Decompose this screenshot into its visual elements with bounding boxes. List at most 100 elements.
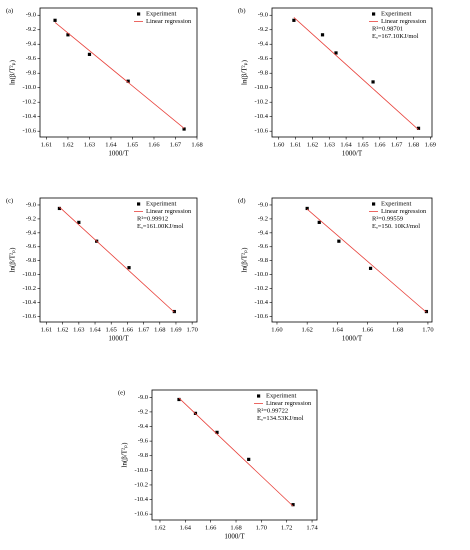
plot-frame (271, 7, 433, 138)
annotation: R²=0.99559 (372, 215, 403, 222)
x-axis-label: 1000/T (224, 533, 245, 541)
y-tick-label: -9.8 (258, 70, 268, 77)
x-tick-label: 1.62 (301, 326, 312, 333)
x-tick-label: 1.68 (392, 326, 403, 333)
x-axis-label: 1000/T (342, 335, 363, 343)
panel: (d) 1.60 1.62 1.64 1.66 1.68 1.70 -9.0 -9.2 -9.4 -… (238, 197, 434, 342)
annotation: R²=0.99722 (257, 407, 288, 414)
x-tick-label: 1.65 (357, 141, 368, 148)
x-tick-label: 1.67 (138, 326, 150, 333)
annotation: Eₐ=161.00KJ/mol (137, 223, 184, 230)
y-axis-label: ln(β/T²ₚ) (9, 59, 17, 85)
x-tick-label: 1.66 (205, 524, 217, 531)
y-tick-label: -10.0 (22, 271, 36, 278)
y-tick-label: -10.6 (254, 128, 268, 135)
regression-line (306, 208, 427, 313)
data-point (215, 430, 219, 434)
x-tick-label: 1.61 (41, 326, 52, 333)
panel-label: (b) (238, 7, 246, 14)
x-tick-label: 1.68 (191, 141, 202, 148)
y-tick-label: -10.2 (254, 99, 268, 106)
y-tick-label: -9.0 (138, 394, 148, 401)
y-tick-label: -9.6 (26, 55, 37, 62)
annotation: Eₐ=134.53KJ/mol (257, 415, 304, 422)
x-tick-label: 1.64 (89, 326, 101, 333)
x-tick-label: 1.66 (148, 141, 160, 148)
data-point (57, 206, 62, 211)
regression-line (54, 22, 185, 129)
x-axis-label: 1000/T (108, 150, 129, 158)
data-point (368, 266, 373, 270)
x-tick-label: 1.61 (41, 141, 52, 148)
y-tick-label: -10.6 (134, 511, 148, 518)
legend-label: Linear regression (146, 208, 192, 215)
y-tick-label: -10.0 (134, 467, 148, 474)
x-tick-label: 1.68 (230, 524, 241, 531)
x-tick-label: 1.70 (186, 326, 197, 333)
y-tick-label: -9.6 (138, 438, 149, 445)
y-tick-label: -9.0 (258, 201, 268, 208)
legend-label: Experiment (266, 392, 297, 399)
x-tick-label: 1.70 (256, 524, 267, 531)
legend-label: Experiment (381, 10, 412, 17)
data-point (371, 80, 375, 84)
data-point (53, 18, 57, 22)
legend-swatch (137, 202, 141, 206)
x-tick-label: 1.74 (306, 524, 318, 531)
y-tick-label: -9.0 (26, 12, 36, 19)
data-point (182, 127, 186, 131)
x-tick-label: 1.60 (273, 141, 284, 148)
x-tick-label: 1.67 (170, 141, 182, 148)
y-tick-label: -10.4 (254, 299, 268, 306)
data-point (127, 266, 131, 270)
y-tick-label: -10.6 (22, 313, 36, 320)
x-tick-label: 1.68 (154, 326, 165, 333)
annotation: R²=0.99912 (137, 215, 168, 222)
y-tick-label: -10.4 (22, 113, 36, 120)
y-tick-label: -9.4 (258, 41, 269, 48)
data-point (317, 220, 321, 224)
data-point (126, 79, 130, 83)
legend-label: Linear regression (381, 208, 427, 215)
y-tick-label: -10.4 (22, 299, 36, 306)
x-tick-label: 1.65 (127, 141, 138, 148)
panel-label: (c) (6, 197, 13, 204)
y-tick-label: -9.8 (26, 70, 36, 77)
data-point (292, 18, 296, 22)
data-point (291, 503, 295, 507)
y-tick-label: -9.8 (138, 452, 148, 459)
x-tick-label: 1.60 (271, 326, 282, 333)
panel-label: (e) (118, 389, 125, 396)
legend-swatch (372, 202, 376, 206)
legend-swatch (372, 12, 376, 16)
y-tick-label: -9.4 (138, 423, 149, 430)
x-tick-label: 1.62 (307, 141, 318, 148)
x-tick-label: 1.64 (332, 326, 344, 333)
x-tick-label: 1.66 (374, 141, 386, 148)
annotation: Eₐ=167.10KJ/mol (372, 33, 419, 40)
x-tick-label: 1.64 (105, 141, 117, 148)
y-tick-label: -10.2 (134, 481, 148, 488)
legend-swatch (137, 12, 141, 16)
x-tick-label: 1.70 (422, 326, 433, 333)
x-tick-label: 1.62 (57, 326, 68, 333)
legend-swatch (257, 394, 261, 398)
y-axis-label: ln(β/T²ₚ) (9, 247, 17, 273)
y-tick-label: -9.0 (26, 201, 36, 208)
annotation: R²=0.98701 (372, 25, 403, 32)
y-tick-label: -10.0 (254, 84, 268, 91)
data-point (247, 457, 251, 461)
regression-line (59, 206, 175, 313)
x-tick-label: 1.61 (290, 141, 301, 148)
y-tick-label: -10.4 (134, 496, 148, 503)
data-point (320, 33, 325, 37)
y-tick-label: -9.4 (26, 229, 37, 236)
legend-label: Linear regression (381, 18, 427, 25)
plot-frame (39, 197, 198, 323)
data-point (177, 397, 181, 402)
y-tick-label: -9.2 (26, 215, 36, 222)
annotation: Eₐ=150. 10KJ/mol (372, 223, 420, 230)
x-axis-label: 1000/T (108, 335, 129, 343)
x-tick-label: 1.67 (391, 141, 403, 148)
